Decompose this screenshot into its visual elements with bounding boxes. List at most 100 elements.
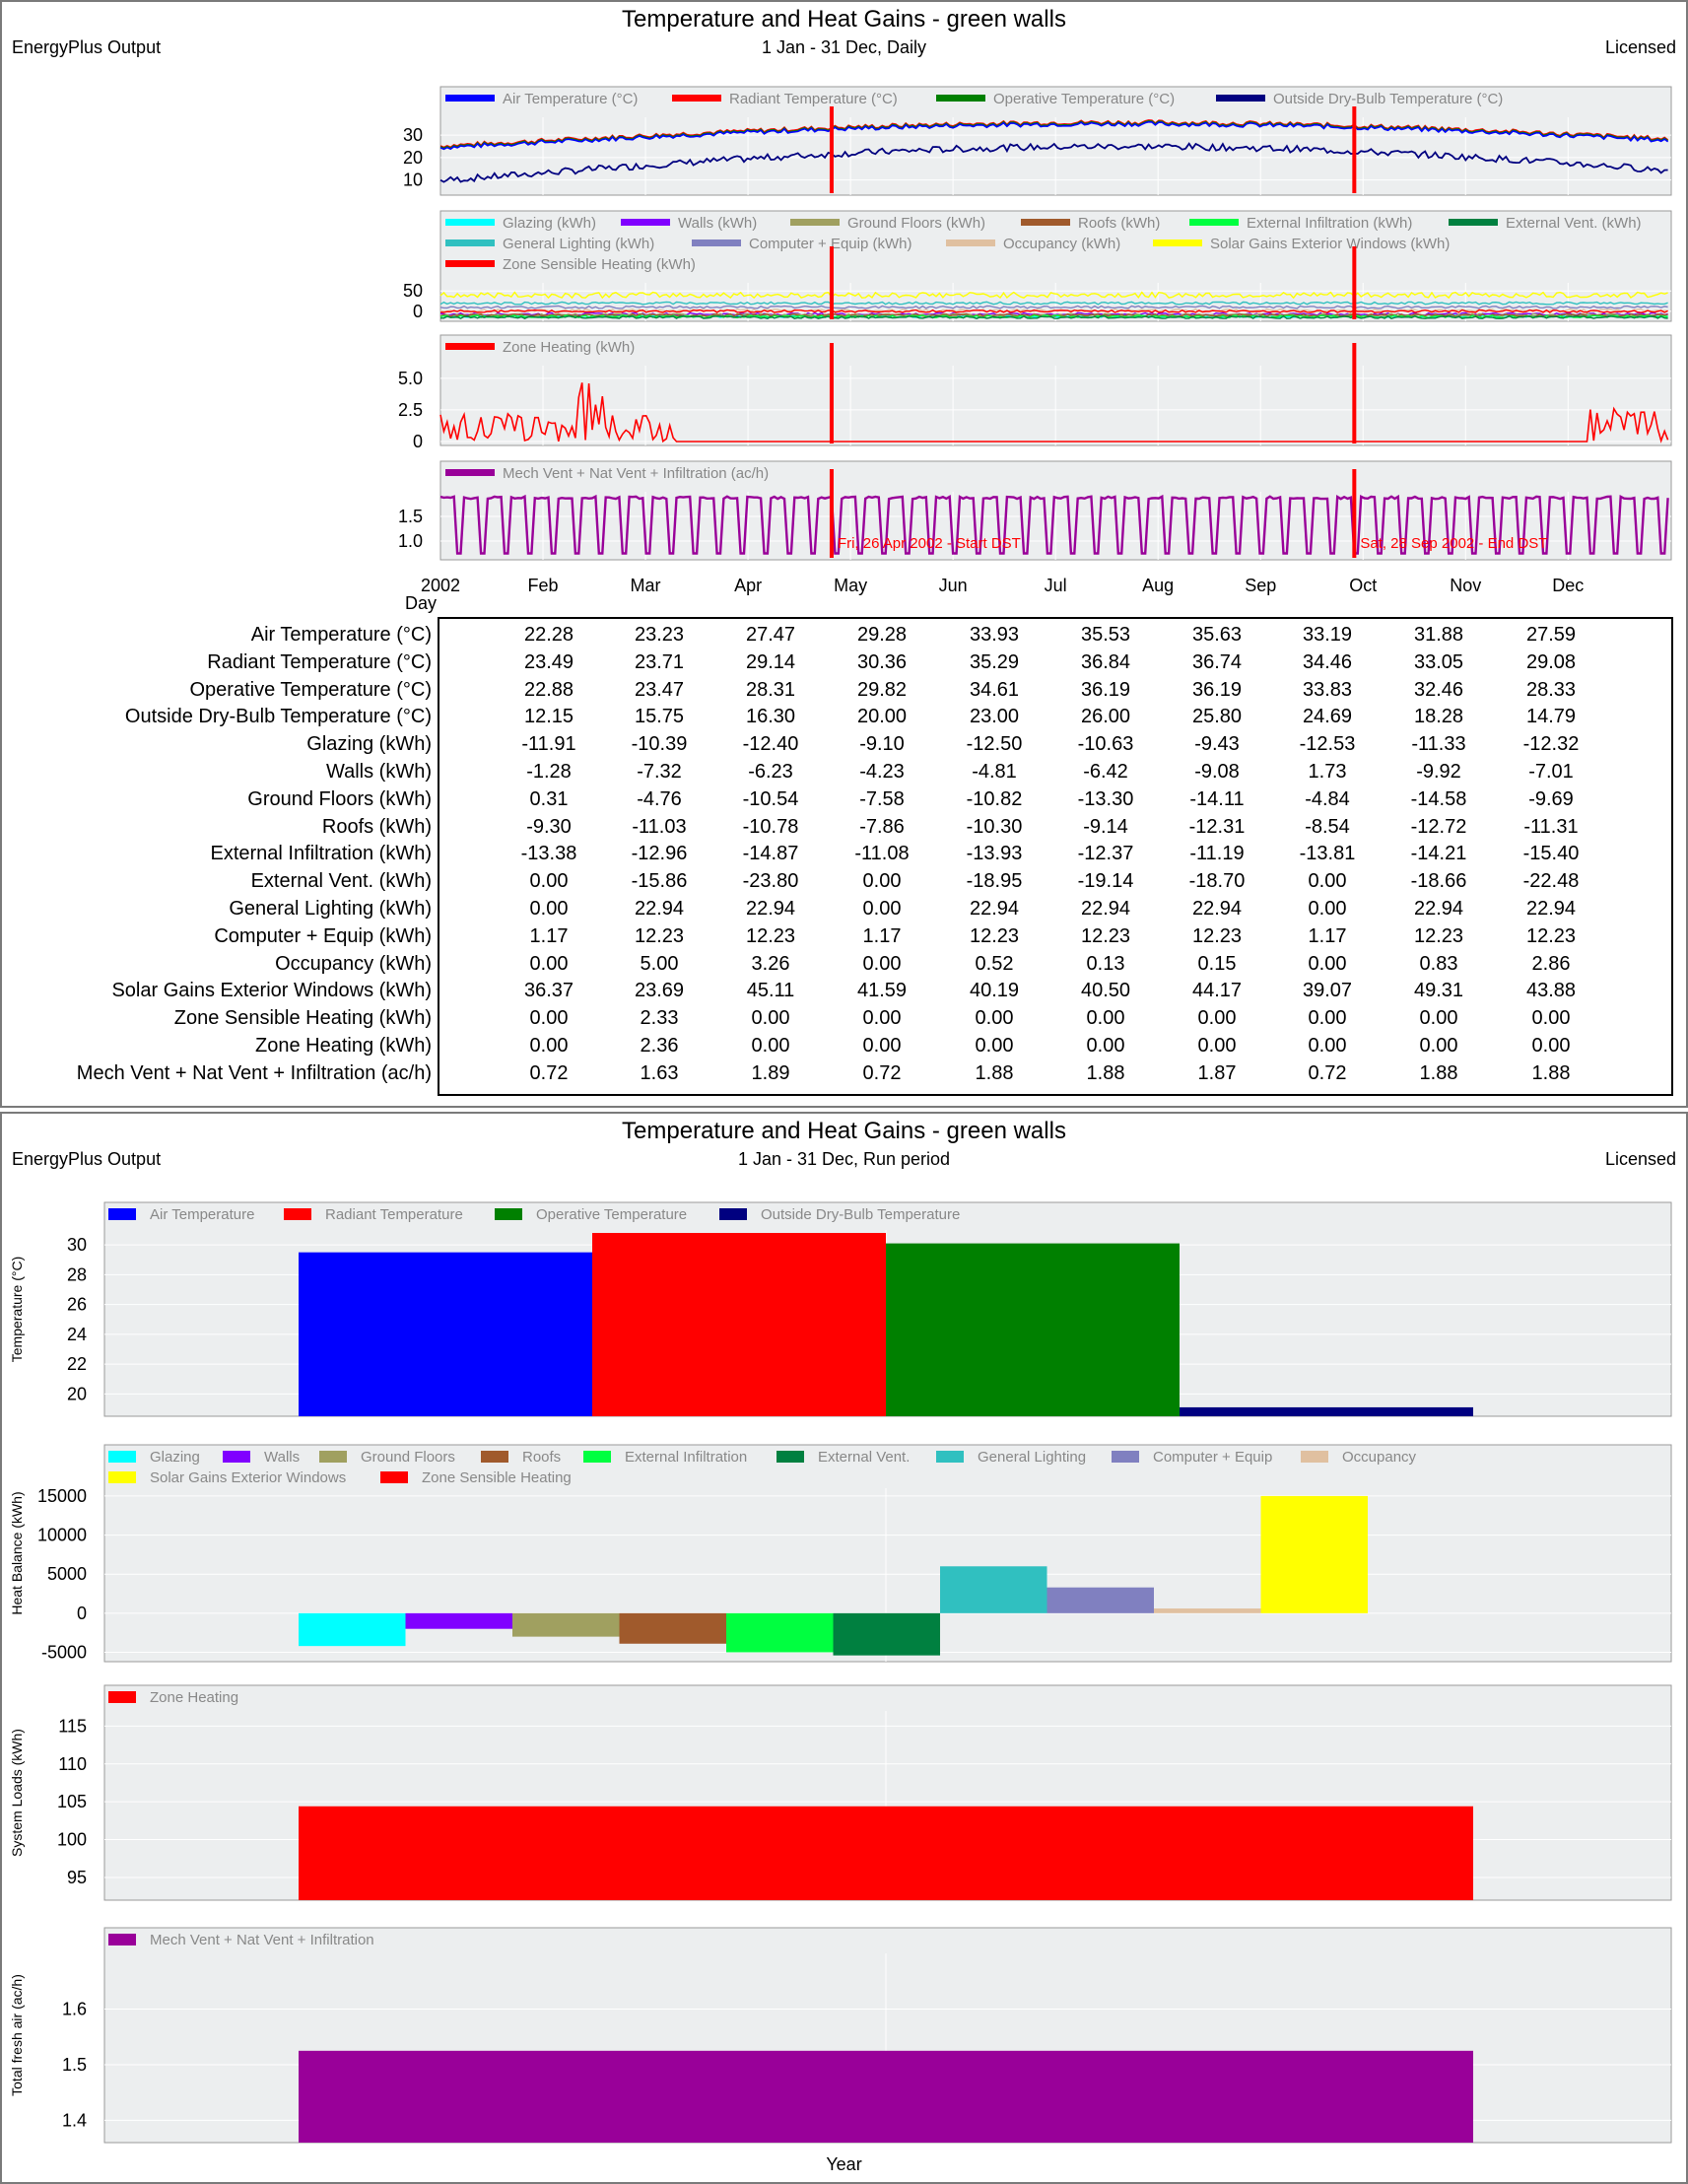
table-cell: 1.17 [1308,924,1347,947]
table-cell: 36.74 [1191,650,1243,673]
table-cell: 35.29 [969,650,1020,673]
legend-label: Outside Dry-Bulb Temperature (°C) [1273,91,1503,107]
legend-label: Walls [264,1449,300,1466]
x-axis-month: Mar [631,576,661,595]
bar [1260,1495,1368,1613]
table-cell: -9.08 [1194,761,1240,783]
legend-label: Operative Temperature (°C) [993,91,1175,107]
x-axis-month: Nov [1450,576,1481,595]
table-cell: 0.00 [1308,1007,1347,1030]
daily-chart-ventilation: Mech Vent + Nat Vent + Infiltration (ac/… [398,460,1672,561]
y-tick-label: 20 [403,148,423,168]
legend-swatch [108,1471,136,1483]
legend-swatch [108,1691,136,1703]
table-cell: 41.59 [856,980,908,1002]
table-cell: 1.17 [862,924,902,947]
daily-chart-zone-heating: Zone Heating (kWh) 0 2.5 5.0 [398,334,1672,451]
table-cell: 29.82 [856,678,908,701]
x-axis-year: 2002 [421,576,460,595]
bar [299,1252,592,1416]
table-cell: 1.88 [1531,1061,1571,1084]
table-cell: 0.00 [1531,1007,1571,1030]
legend-swatch [692,239,741,246]
table-cell: -22.48 [1522,870,1580,893]
y-tick-label: 26 [67,1295,87,1315]
legend-swatch [445,95,495,102]
y-tick-label: 1.4 [62,2110,87,2130]
table-cell: -23.80 [742,870,799,893]
table-row-label: Outside Dry-Bulb Temperature (°C) [124,706,432,728]
daily-license-label: Licensed [1604,37,1676,57]
legend-label: Computer + Equip [1153,1449,1272,1466]
table-cell: -7.86 [859,815,905,838]
legend-swatch [583,1451,611,1463]
legend-swatch [445,219,495,226]
table-cell: -9.30 [526,815,572,838]
legend-label: Walls (kWh) [678,215,757,232]
daily-report-panel: Temperature and Heat Gains - green walls… [0,0,1688,1108]
y-tick-label: 1.0 [398,531,423,551]
daily-charts: Air Temperature (°C) Radiant Temperature … [398,86,1672,613]
table-cell: 12.15 [523,706,574,728]
table-cell: 0.00 [862,1035,902,1057]
table-cell: -11.33 [1411,733,1466,756]
legend-swatch [108,1451,136,1463]
table-cell: 45.11 [746,980,795,1002]
table-cell: -12.37 [1077,843,1134,865]
legend-label: Radiant Temperature (°C) [729,91,898,107]
table-cell: 49.31 [1413,980,1464,1002]
table-cell: 0.15 [1197,952,1237,975]
y-tick-label: 5.0 [398,369,423,388]
x-axis-month: Sep [1245,576,1276,595]
y-tick-label: 20 [67,1384,87,1403]
bar [592,1233,886,1416]
legend-swatch [790,219,840,226]
y-tick-label: 30 [67,1235,87,1255]
y-tick-label: 15000 [37,1486,87,1506]
legend-label: Radiant Temperature [325,1206,463,1223]
daily-source-label: EnergyPlus Output [12,37,162,57]
table-cell: 36.37 [523,980,574,1002]
table-row-label: Roofs (kWh) [321,815,432,838]
table-cell: 12.23 [1080,924,1131,947]
legend-label: Occupancy (kWh) [1003,236,1120,252]
x-axis-month: Jun [939,576,968,595]
table-row-label: Computer + Equip (kWh) [214,924,432,947]
table-cell: 2.33 [640,1007,679,1030]
table-cell: -10.78 [742,815,799,838]
table-cell: 0.00 [1308,952,1347,975]
y-axis-label: Total fresh air (ac/h) [9,1974,25,2096]
y-tick-label: 10 [403,171,423,190]
table-cell: 14.79 [1525,706,1577,728]
table-cell: -6.42 [1083,761,1128,783]
daily-subtitle: 1 Jan - 31 Dec, Daily [761,37,927,57]
series-external-infiltration-kwh- [439,314,1668,319]
series-external-vent-kwh- [440,314,1668,319]
table-cell: 0.72 [862,1061,902,1084]
table-cell: 2.86 [1531,952,1571,975]
table-cell: -12.50 [966,733,1023,756]
table-cell: 27.47 [745,624,796,646]
legend-label: Glazing (kWh) [503,215,596,232]
table-row-label: Zone Heating (kWh) [255,1035,432,1057]
table-cell: 23.69 [634,980,685,1002]
y-tick-label: 2.5 [398,400,423,420]
bar [886,1243,1180,1416]
run-chart-1: -5000 0 5000 10000 15000 Heat Balance (kWh) Gl… [9,1444,1672,1663]
table-row-label: Ground Floors (kWh) [247,787,432,810]
table-cell: 35.63 [1191,624,1243,646]
table-row-label: Air Temperature (°C) [250,624,432,646]
legend-label: Operative Temperature [536,1206,687,1223]
table-row-label: Walls (kWh) [325,761,432,783]
bar [299,1612,406,1647]
table-cell: -18.95 [966,870,1023,893]
bar [833,1612,940,1656]
table-cell: -14.11 [1189,787,1245,810]
table-row-label: General Lighting (kWh) [229,898,432,920]
table-cell: 12.23 [745,924,796,947]
y-axis-label: System Loads (kWh) [9,1729,25,1857]
table-cell: 23.71 [634,650,685,673]
table-cell: 1.88 [1419,1061,1458,1084]
table-cell: 39.07 [1302,980,1353,1002]
